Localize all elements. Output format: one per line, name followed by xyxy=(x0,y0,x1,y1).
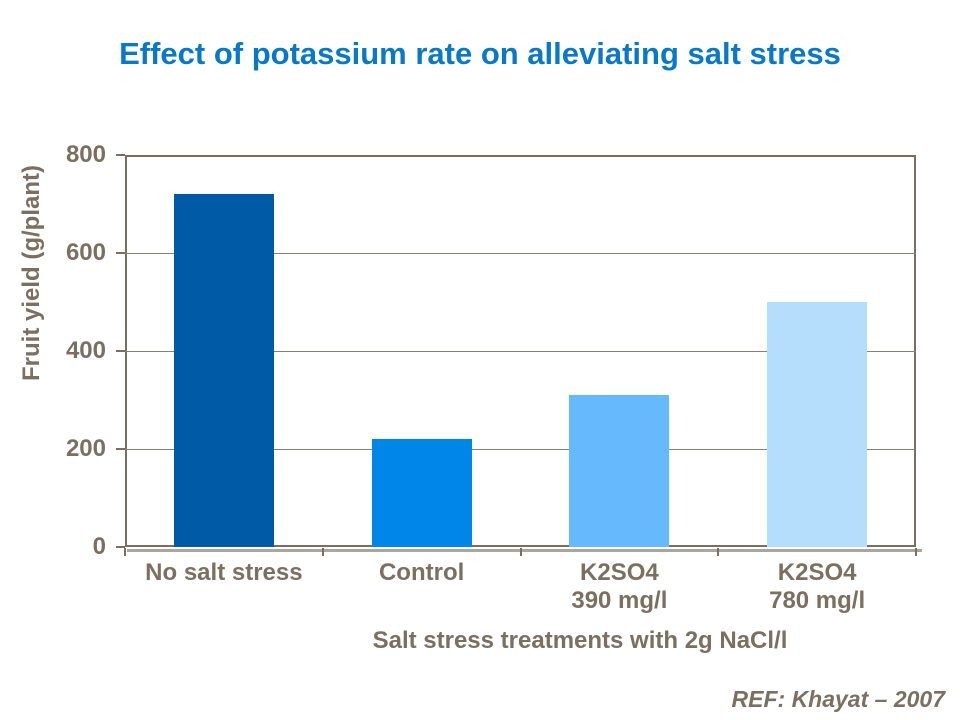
reference-label: REF: Khayat – 2007 xyxy=(731,686,945,712)
x-tick-mark xyxy=(717,548,720,556)
chart-title: Effect of potassium rate on alleviating … xyxy=(119,36,841,71)
x-category-label: No salt stress xyxy=(145,559,303,586)
x-axis-shadow xyxy=(127,549,922,552)
x-axis-title: Salt stress treatments with 2g NaCl/l xyxy=(372,627,788,654)
x-tick-mark xyxy=(124,548,126,556)
y-tick-label: 0 xyxy=(92,533,106,560)
x-tick-mark xyxy=(321,548,324,556)
bar-2 xyxy=(371,439,472,547)
y-tick-mark xyxy=(116,448,125,450)
bar-3 xyxy=(569,395,670,547)
y-tick-label: 800 xyxy=(65,141,106,168)
y-tick-mark xyxy=(116,252,125,254)
x-category-label: K2SO4 390 mg/l xyxy=(571,559,668,614)
x-tick-mark xyxy=(519,548,522,556)
y-tick-label: 600 xyxy=(65,239,106,266)
x-category-label: Control xyxy=(378,559,465,586)
bar-4 xyxy=(767,302,868,547)
x-category-label: K2SO4 780 mg/l xyxy=(769,559,866,614)
y-tick-label: 200 xyxy=(65,435,106,462)
y-tick-mark xyxy=(116,546,125,548)
y-tick-label: 400 xyxy=(65,337,106,364)
y-tick-mark xyxy=(116,350,125,352)
y-tick-mark xyxy=(116,154,125,156)
x-tick-mark xyxy=(915,548,917,556)
bar-1 xyxy=(173,194,274,547)
